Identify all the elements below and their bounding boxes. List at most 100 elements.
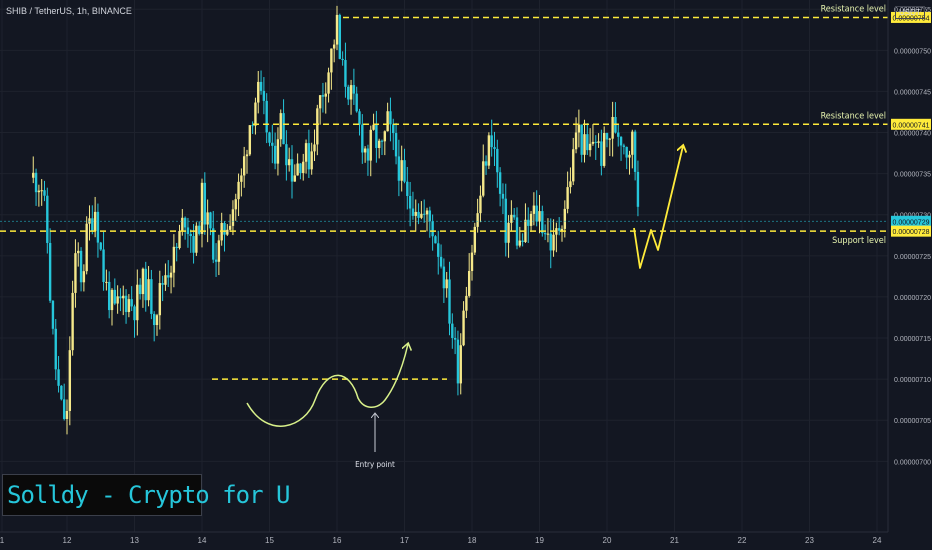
candle-body [77, 250, 80, 254]
x-tick-label: 23 [805, 536, 814, 545]
candle-body [569, 181, 572, 188]
candle-body [262, 90, 266, 101]
candle-body [521, 240, 524, 243]
candle-body [91, 218, 94, 232]
y-tick-label: 0.00000720 [894, 295, 931, 302]
candle-body [79, 250, 83, 283]
candle-body [228, 225, 232, 230]
candle-body [71, 292, 74, 351]
candle-body [200, 182, 204, 234]
candle-body [355, 93, 358, 112]
candle-body [82, 271, 86, 283]
candle-body [493, 147, 496, 149]
candle-body [234, 199, 237, 210]
candle-body [57, 369, 60, 386]
candle-body [54, 328, 57, 370]
candle-body [287, 159, 291, 166]
candle-body [96, 211, 100, 243]
candle-body [335, 14, 339, 45]
candle-body [93, 211, 97, 232]
y-tick-label: 0.00000715 [894, 336, 931, 343]
candle-body [197, 225, 201, 234]
candle-body [164, 275, 167, 285]
candle-body [602, 133, 606, 166]
level-price-label-bg [891, 118, 931, 130]
candle-body [467, 270, 471, 296]
candle-body [130, 299, 133, 307]
projection-arrow [633, 146, 683, 269]
candle-body [557, 228, 561, 231]
candle-body [237, 181, 240, 200]
level-label: Support level [832, 236, 886, 246]
candle-body [268, 132, 271, 143]
candle-body [203, 182, 207, 225]
candle-body [515, 217, 519, 246]
candle-body [85, 223, 88, 272]
candle-body [304, 143, 308, 162]
entry-point-label: Entry point [355, 460, 395, 469]
candle-body [299, 163, 302, 174]
candle-body [313, 144, 316, 152]
x-tick-label: 17 [400, 536, 409, 545]
y-tick-label: 0.00000755 [894, 7, 931, 14]
candle-body [605, 133, 609, 140]
candle-body [68, 350, 72, 411]
candle-body [330, 48, 333, 73]
level-price-label-bg [891, 225, 931, 237]
candle-body [428, 210, 432, 222]
candle-body [439, 256, 443, 267]
candle-body [574, 132, 578, 150]
x-tick-label: 18 [468, 536, 477, 545]
candle-body [37, 190, 41, 193]
candle-body [161, 283, 164, 285]
candle-body [366, 148, 370, 161]
candle-body [290, 159, 294, 182]
candle-body [169, 272, 173, 278]
candle-body [259, 81, 263, 91]
candle-body [248, 125, 252, 155]
grid-lines [0, 0, 888, 532]
candle-body [498, 172, 502, 194]
candle-body [231, 209, 235, 226]
time-axis[interactable]: 1 12 13 14 15 16 17 18 19 20 21 22 23 24 [0, 536, 882, 545]
level-lines: Resistance level Resistance level Support … [0, 4, 888, 246]
candle-body [591, 141, 595, 144]
symbol-info[interactable]: SHIB / TetherUS, 1h, BINANCE [6, 6, 132, 16]
candle-body [484, 161, 488, 166]
candle-body [372, 124, 375, 130]
currency-label[interactable]: USDT [895, 6, 925, 19]
candle-body [310, 151, 313, 170]
candle-body [608, 138, 612, 140]
candle-body [529, 213, 533, 226]
candle-body [422, 213, 426, 215]
candle-body [223, 222, 226, 235]
candle-body [99, 242, 102, 250]
candle-body [46, 195, 49, 243]
x-tick-label: 21 [670, 536, 679, 545]
candle-body [206, 212, 209, 225]
candle-body [265, 100, 268, 133]
candle-body [257, 81, 260, 103]
y-tick-label: 0.00000725 [894, 254, 931, 261]
candle-body [361, 124, 364, 153]
candle-body [144, 268, 147, 301]
candle-body [332, 44, 336, 49]
candle-body [74, 253, 77, 293]
candle-body [577, 124, 581, 133]
x-tick-label: 12 [63, 536, 72, 545]
level-price-label: 0.00000728 [893, 229, 930, 236]
candle-body [251, 125, 254, 127]
candle-body [617, 132, 620, 137]
y-tick-label: 0.00000735 [894, 172, 931, 179]
current-price-label: 0.00000729 [893, 219, 930, 226]
candle-body [254, 102, 257, 126]
candle-body [302, 161, 305, 174]
candle-body [150, 279, 153, 314]
candle-body [48, 242, 52, 301]
candle-body [386, 111, 389, 132]
candle-body [448, 279, 451, 324]
candle-body [397, 156, 401, 181]
candle-body [141, 268, 145, 295]
